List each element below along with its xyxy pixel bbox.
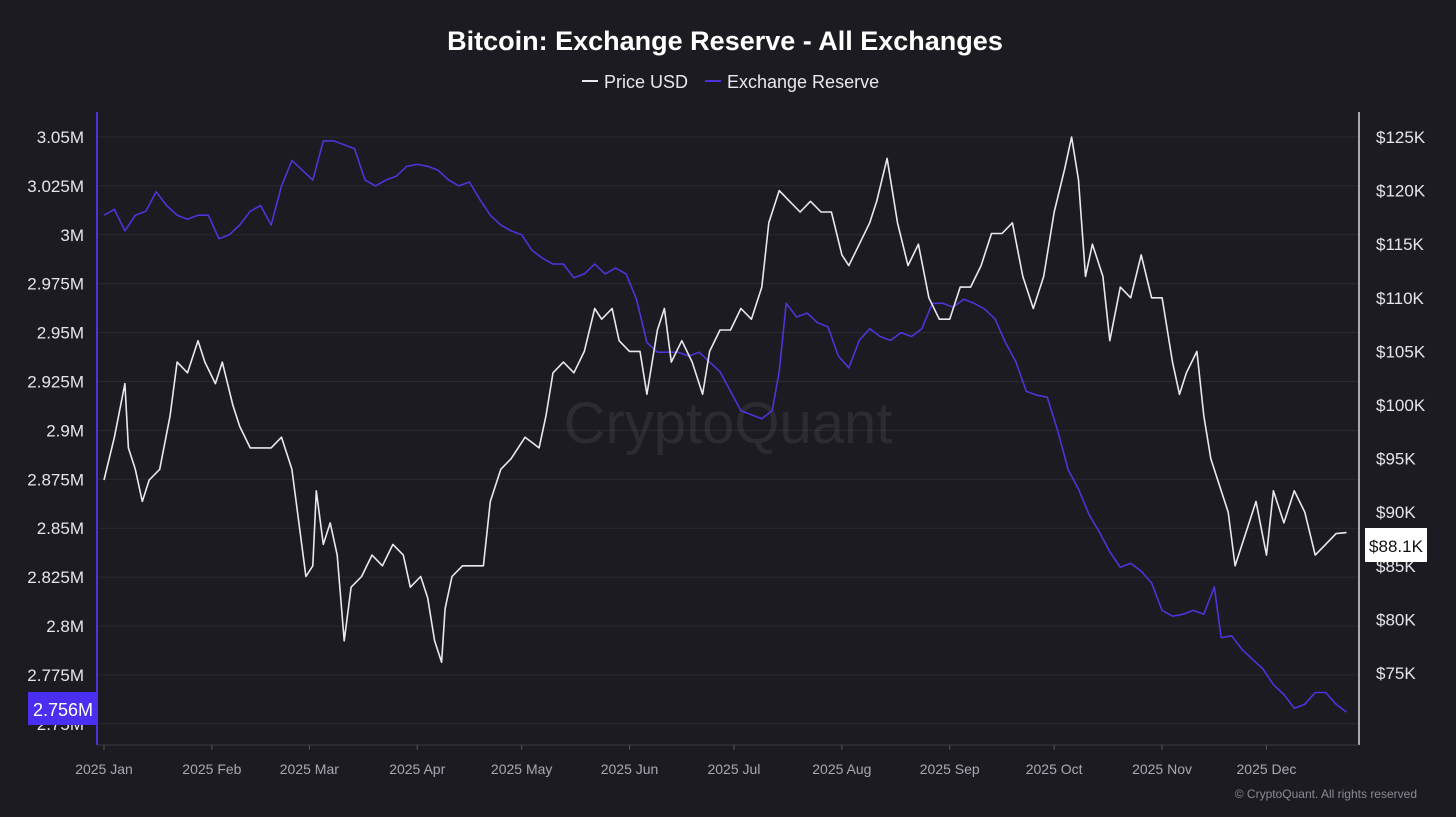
exchange-reserve-line bbox=[103, 140, 1347, 713]
left-tick-label: 3.025M bbox=[27, 177, 84, 196]
current-reserve-badge: 2.756M bbox=[28, 692, 98, 725]
left-tick-label: 3M bbox=[60, 226, 84, 245]
right-tick-label: $100K bbox=[1376, 396, 1426, 415]
current-price-badge: $88.1K bbox=[1365, 528, 1427, 562]
copyright-text: © CryptoQuant. All rights reserved bbox=[1235, 787, 1417, 801]
left-tick-label: 2.8M bbox=[46, 617, 84, 636]
current-reserve-label: 2.756M bbox=[33, 700, 93, 720]
current-price-badge-bg bbox=[1365, 528, 1427, 562]
left-tick-label: 2.925M bbox=[27, 373, 84, 392]
left-tick-label: 2.9M bbox=[46, 421, 84, 440]
grid-lines bbox=[97, 136, 1359, 725]
right-tick-label: $105K bbox=[1376, 342, 1426, 361]
x-tick-label: 2025 Mar bbox=[280, 761, 339, 777]
x-tick-label: 2025 Nov bbox=[1132, 761, 1192, 777]
left-tick-label: 2.95M bbox=[37, 324, 84, 343]
current-reserve-badge-bg bbox=[28, 692, 98, 725]
legend-price-label[interactable]: Price USD bbox=[604, 72, 688, 92]
x-axis-ticks: 2025 Jan 2025 Feb 2025 Mar 2025 Apr 2025 May… bbox=[75, 745, 1296, 777]
legend-reserve-label[interactable]: Exchange Reserve bbox=[727, 72, 879, 92]
left-tick-label: 3.05M bbox=[37, 128, 84, 147]
right-tick-label: $115K bbox=[1376, 235, 1425, 254]
left-tick-label: 2.875M bbox=[27, 470, 84, 489]
x-tick-label: 2025 Dec bbox=[1237, 761, 1297, 777]
x-tick-label: 2025 Jan bbox=[75, 761, 133, 777]
price-usd-line bbox=[103, 136, 1347, 664]
legend: Price USD Exchange Reserve bbox=[582, 72, 879, 92]
x-tick-label: 2025 Oct bbox=[1026, 761, 1083, 777]
right-tick-label: $120K bbox=[1376, 182, 1426, 201]
right-tick-label: $90K bbox=[1376, 503, 1416, 522]
x-tick-label: 2025 May bbox=[491, 761, 552, 777]
right-tick-label: $75K bbox=[1376, 664, 1416, 683]
right-tick-label: $95K bbox=[1376, 450, 1416, 469]
x-tick-label: 2025 Jul bbox=[707, 761, 760, 777]
series-lines bbox=[103, 136, 1347, 713]
chart-title: Bitcoin: Exchange Reserve - All Exchange… bbox=[447, 26, 1003, 56]
right-tick-label: $125K bbox=[1376, 128, 1426, 147]
x-tick-label: 2025 Sep bbox=[920, 761, 980, 777]
x-tick-label: 2025 Apr bbox=[389, 761, 445, 777]
right-tick-label: $80K bbox=[1376, 610, 1416, 629]
left-tick-label: 2.85M bbox=[37, 519, 84, 538]
left-tick-label: 2.975M bbox=[27, 275, 84, 294]
x-tick-label: 2025 Jun bbox=[601, 761, 659, 777]
left-tick-label: 2.775M bbox=[27, 666, 84, 685]
left-tick-label: 2.825M bbox=[27, 568, 84, 587]
watermark: CryptoQuant bbox=[564, 391, 893, 456]
right-tick-label: $110K bbox=[1376, 289, 1425, 308]
x-tick-label: 2025 Aug bbox=[812, 761, 871, 777]
current-price-label: $88.1K bbox=[1369, 537, 1424, 556]
x-tick-label: 2025 Feb bbox=[182, 761, 241, 777]
